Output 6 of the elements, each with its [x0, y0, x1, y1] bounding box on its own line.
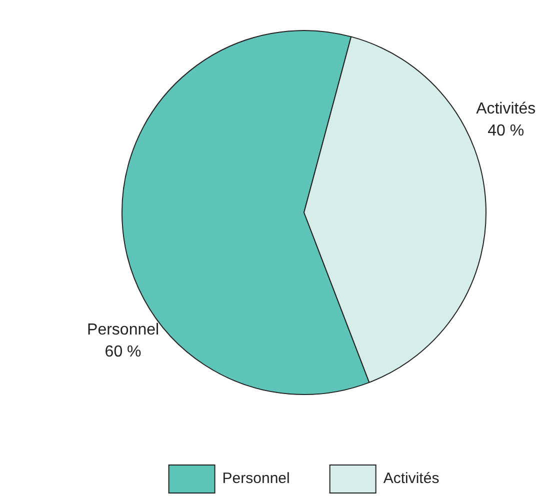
legend-label: Activités	[383, 470, 440, 488]
data-label: 40 %	[488, 122, 524, 140]
legend-label: Personnel	[222, 470, 290, 488]
data-label: 60 %	[104, 344, 142, 361]
slice-label: Activités	[476, 100, 536, 118]
slice-label: Personnel	[87, 322, 160, 339]
